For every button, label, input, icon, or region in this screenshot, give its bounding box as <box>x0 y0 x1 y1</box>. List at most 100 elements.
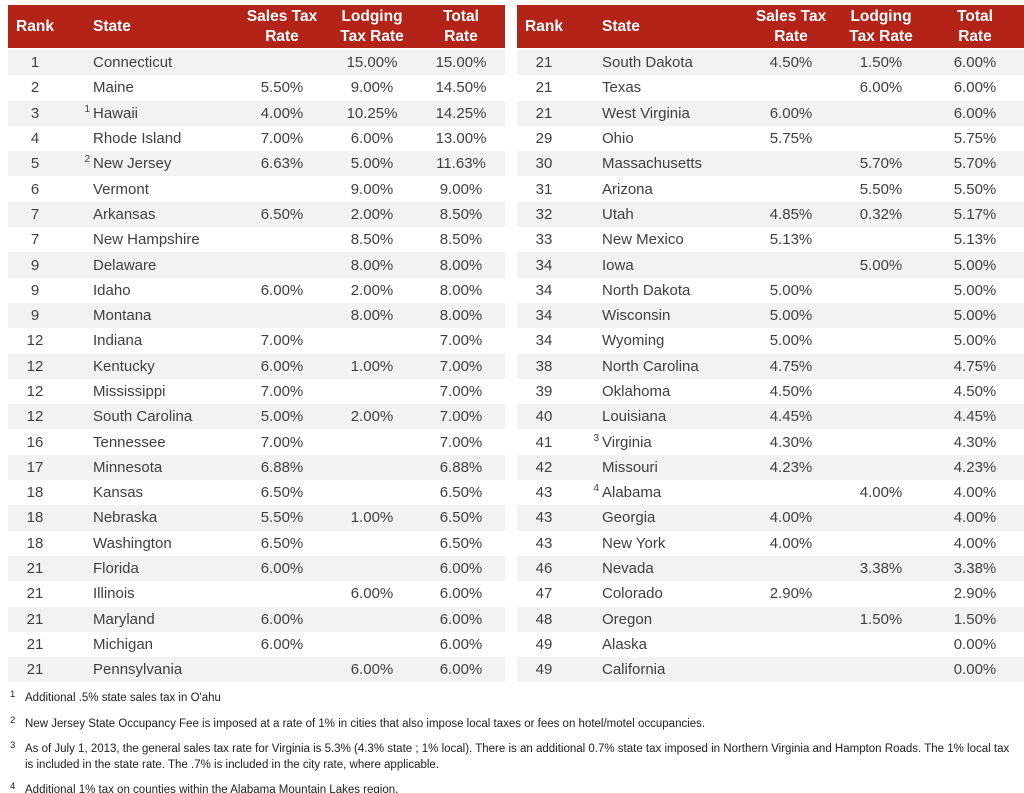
table-row: 4 Rhode Island 7.00% 6.00% 13.00% <box>8 125 505 152</box>
table-row: 17 Minnesota 6.88% 6.88% <box>8 454 505 481</box>
table-row: 21 Michigan 6.00% 6.00% <box>8 631 505 658</box>
total-rate-cell: 6.00% <box>439 610 483 628</box>
footnote-text: As of July 1, 2013, the general sales ta… <box>25 742 1010 771</box>
total-rate-cell: 7.00% <box>439 408 483 426</box>
rank-cell: 29 <box>535 130 553 148</box>
state-cell: North Carolina <box>571 358 746 375</box>
total-rate-cell: 6.00% <box>953 54 997 72</box>
total-rate-cell: 4.00% <box>953 484 997 502</box>
footnote-ref-marker: 2 <box>84 154 90 166</box>
tables-container: Rank State Sales Tax Rate Lodging Tax Rate T… <box>8 5 1024 683</box>
rank-cell: 33 <box>535 231 553 249</box>
lodging-tax-rate-cell: 9.00% <box>350 180 394 198</box>
state-cell: New Mexico <box>571 231 746 248</box>
state-name: Washington <box>93 534 172 552</box>
table-row: 40 Louisiana 4.45% 4.45% <box>517 404 1024 430</box>
total-rate-cell: 7.00% <box>439 383 483 400</box>
table-row: 38 North Carolina 4.75% 4.75% <box>517 353 1024 379</box>
state-cell: New Hampshire <box>62 231 237 248</box>
table-row: 31 Arizona 5.50% 5.50% <box>517 176 1024 202</box>
state-cell: Mississippi <box>62 383 237 400</box>
total-rate-cell: 6.50% <box>439 534 483 552</box>
rank-cell: 9 <box>30 256 40 274</box>
column-header-sales: Sales Tax Rate <box>246 8 318 45</box>
table-row: 39 Oklahoma 4.50% 4.50% <box>517 378 1024 405</box>
table-row: 34 Iowa 5.00% 5.00% <box>517 252 1024 278</box>
table-row: 42 Missouri 4.23% 4.23% <box>517 454 1024 481</box>
sales-tax-rate-cell: 5.00% <box>769 307 813 325</box>
rank-cell: 17 <box>26 458 44 476</box>
table-row: 32 Utah 4.85% 0.32% 5.17% <box>517 201 1024 228</box>
total-rate-cell: 8.00% <box>439 307 483 325</box>
state-cell: Arizona <box>571 181 746 198</box>
total-rate-cell: 6.00% <box>439 635 483 653</box>
state-name: California <box>602 661 666 679</box>
total-rate-cell: 6.50% <box>439 484 483 502</box>
total-rate-cell: 4.00% <box>953 509 997 527</box>
table-row: 7 New Hampshire 8.50% 8.50% <box>8 227 505 253</box>
state-name: New Mexico <box>602 231 684 249</box>
state-cell: Rhode Island <box>62 130 237 147</box>
total-rate-cell: 4.45% <box>953 408 997 426</box>
state-name: Wisconsin <box>602 307 671 325</box>
state-cell: Texas <box>571 79 746 96</box>
footnote-text: Additional .5% state sales tax in O'ahu <box>25 692 221 705</box>
rank-cell: 21 <box>535 79 553 97</box>
state-cell: Maryland <box>62 611 237 628</box>
state-name: Rhode Island <box>93 130 182 148</box>
total-rate-cell: 6.00% <box>953 104 997 122</box>
state-cell: Nebraska <box>62 509 237 526</box>
table-row: 6 Vermont 9.00% 9.00% <box>8 176 505 202</box>
rank-cell: 3 <box>30 104 40 122</box>
table-row: 34 Wisconsin 5.00% 5.00% <box>517 302 1024 329</box>
total-rate-cell: 15.00% <box>435 54 487 72</box>
state-name: Georgia <box>602 509 656 527</box>
sales-tax-rate-cell: 4.30% <box>769 433 813 451</box>
sales-tax-rate-cell: 4.75% <box>769 357 813 375</box>
column-header-rank: Rank <box>525 17 563 35</box>
state-name: Michigan <box>93 635 154 653</box>
state-cell: California <box>571 661 746 678</box>
sales-tax-rate-cell: 5.00% <box>260 408 304 426</box>
table-row: 16 Tennessee 7.00% 7.00% <box>8 429 505 455</box>
lodging-tax-rate-cell: 6.00% <box>350 585 394 603</box>
lodging-tax-rate-cell: 5.00% <box>859 256 903 274</box>
sales-tax-rate-cell: 5.13% <box>769 231 813 249</box>
total-rate-cell: 13.00% <box>435 130 487 148</box>
rank-cell: 21 <box>26 661 44 679</box>
total-rate-cell: 5.13% <box>953 231 997 249</box>
state-name: Alabama <box>602 484 662 502</box>
state-cell: Ohio <box>571 130 746 147</box>
total-rate-cell: 14.50% <box>435 79 487 97</box>
total-rate-cell: 8.50% <box>439 231 483 249</box>
state-cell: Montana <box>62 307 237 324</box>
lodging-tax-rate-cell: 8.50% <box>350 231 394 249</box>
total-rate-cell: 7.00% <box>439 433 483 451</box>
table-body-left: 1 Connecticut 15.00% 15.00% 2 Maine 5.50% 9.00%… <box>8 50 505 683</box>
state-name: Utah <box>602 205 634 223</box>
lodging-tax-rate-cell: 5.70% <box>859 155 903 173</box>
state-name: Louisiana <box>602 408 667 426</box>
state-name: Idaho <box>93 281 131 299</box>
state-name: Illinois <box>93 585 135 603</box>
column-header-lodging: Lodging Tax Rate <box>849 8 913 45</box>
rank-cell: 32 <box>535 205 553 223</box>
state-name: Oregon <box>602 610 653 628</box>
state-cell: Florida <box>62 560 237 577</box>
table-row: 7 Arkansas 6.50% 2.00% 8.50% <box>8 201 505 228</box>
rank-cell: 12 <box>26 357 44 375</box>
table-body-right: 21 South Dakota 4.50% 1.50% 6.00% 21 Texas 6.00… <box>517 50 1024 683</box>
table-row: 9 Montana 8.00% 8.00% <box>8 302 505 329</box>
footnote: 4 Additional 1% tax on counties within th… <box>8 781 1016 793</box>
rank-cell: 18 <box>26 484 44 502</box>
rank-cell: 21 <box>26 610 44 628</box>
sales-tax-rate-cell: 5.75% <box>769 130 813 148</box>
rank-cell: 12 <box>26 408 44 426</box>
state-name: Ohio <box>602 130 634 148</box>
column-header-total: Total Rate <box>443 8 479 45</box>
rank-cell: 5 <box>30 155 40 173</box>
state-name: South Carolina <box>93 408 193 426</box>
table-row: 21 Illinois 6.00% 6.00% <box>8 581 505 607</box>
rank-cell: 4 <box>30 130 40 148</box>
table-row: 3 1 Hawaii 4.00% 10.25% 14.25% <box>8 100 505 126</box>
